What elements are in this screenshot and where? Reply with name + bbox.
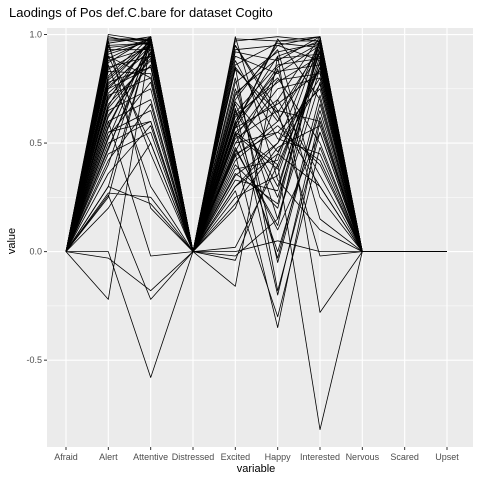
x-tick-label: Interested <box>300 452 340 462</box>
y-tick-label: 1.0 <box>29 30 42 40</box>
x-tick-label: Distressed <box>172 452 215 462</box>
x-tick-label: Upset <box>435 452 459 462</box>
y-tick-label: 0.0 <box>29 247 42 257</box>
x-axis-ticks: Afraid Alert Attentive Distressed Excited Hap… <box>54 447 459 462</box>
x-tick-label: Alert <box>99 452 118 462</box>
series-line <box>65 66 447 292</box>
series-lines <box>65 34 447 431</box>
x-tick-label: Attentive <box>133 452 168 462</box>
y-tick-label: -0.5 <box>26 355 42 365</box>
y-axis-ticks: -0.5 0.0 0.5 1.0 <box>26 30 47 365</box>
y-tick-label: 0.5 <box>29 138 42 148</box>
x-tick-label: Scared <box>390 452 419 462</box>
x-tick-label: Happy <box>265 452 292 462</box>
x-axis-title: variable <box>237 463 276 475</box>
chart-title: Laodings of Pos def.C.bare for dataset C… <box>9 5 273 20</box>
plot-panel <box>47 28 473 447</box>
x-tick-label: Afraid <box>54 452 78 462</box>
x-tick-label: Excited <box>221 452 251 462</box>
y-axis-title: value <box>6 228 18 254</box>
x-tick-label: Nervous <box>346 452 380 462</box>
